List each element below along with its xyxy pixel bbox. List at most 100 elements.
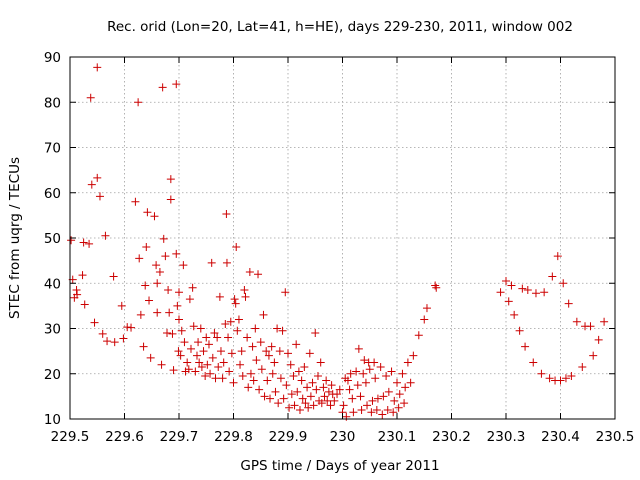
data-point [401, 383, 410, 392]
data-point [222, 210, 231, 219]
data-point [117, 301, 126, 310]
data-point [432, 283, 441, 292]
data-point [282, 381, 291, 390]
data-point [172, 80, 181, 89]
data-point [139, 342, 148, 351]
data-point [119, 334, 128, 343]
data-point [379, 392, 388, 401]
data-point [496, 288, 505, 297]
data-point [316, 358, 325, 367]
data-point [333, 390, 342, 399]
x-tick-labels: 229.5 229.6 229.7 229.8 229.9 230 230.1 230.2 23… [51, 429, 635, 445]
data-point [287, 390, 296, 399]
data-point [189, 322, 198, 331]
data-point [409, 351, 418, 360]
data-point [164, 286, 173, 295]
data-point [72, 286, 81, 295]
data-point [348, 394, 357, 403]
data-point [175, 315, 183, 324]
data-point [155, 267, 164, 276]
data-point [86, 93, 95, 102]
y-tick-label: 20 [44, 367, 61, 383]
y-tick-label: 80 [44, 95, 61, 111]
data-point [158, 83, 167, 92]
data-point [400, 399, 409, 408]
data-point [361, 378, 370, 387]
data-point [556, 376, 565, 385]
data-point [150, 212, 159, 221]
data-point [317, 399, 326, 408]
data-point [199, 347, 208, 356]
data-point [177, 326, 186, 335]
data-point [267, 342, 276, 351]
data-point [281, 288, 290, 297]
data-point [188, 283, 197, 292]
data-point [406, 378, 415, 387]
data-point [87, 180, 96, 189]
data-point [553, 252, 562, 261]
data-point [245, 267, 254, 276]
x-tick-label: 229.8 [214, 429, 253, 445]
data-point [173, 301, 182, 310]
data-point [127, 323, 136, 332]
data-point [172, 249, 181, 258]
data-point [238, 372, 247, 381]
data-point [98, 329, 107, 338]
data-point [523, 286, 532, 295]
data-point [90, 318, 99, 327]
data-point [109, 272, 118, 281]
data-point [180, 338, 189, 347]
data-point [165, 308, 174, 317]
data-point [73, 290, 82, 299]
data-point [93, 63, 102, 72]
data-point [214, 362, 223, 371]
data-point [395, 390, 404, 399]
data-point [273, 324, 282, 333]
data-point [295, 405, 304, 414]
data-point [376, 362, 385, 371]
data-point [142, 243, 151, 252]
x-tick-label: 229.6 [105, 429, 144, 445]
data-point [367, 408, 376, 417]
data-point [169, 366, 178, 375]
y-tick-label: 90 [44, 50, 61, 66]
data-point [211, 374, 220, 383]
data-point [240, 286, 249, 295]
data-point [561, 374, 570, 383]
data-point [234, 315, 243, 324]
data-point [195, 358, 204, 367]
data-point [274, 399, 283, 408]
x-tick-label: 230.4 [541, 429, 580, 445]
data-point [531, 289, 540, 298]
x-tick-label: 230.5 [596, 429, 635, 445]
data-point [345, 385, 354, 394]
data-point [159, 234, 168, 243]
x-axis-label: GPS time / Days of year 2011 [240, 458, 439, 474]
data-point [335, 385, 344, 394]
data-point [572, 317, 581, 326]
data-point [303, 383, 312, 392]
data-point [292, 340, 301, 349]
data-point [213, 333, 222, 342]
y-tick-labels: 10 20 30 40 50 60 70 80 90 [44, 50, 61, 428]
data-point [194, 338, 203, 347]
data-point [175, 288, 183, 297]
data-point [414, 331, 423, 340]
data-point [93, 173, 102, 182]
data-point [163, 329, 172, 338]
data-point [537, 369, 546, 378]
data-point [284, 349, 292, 358]
data-point [308, 378, 317, 387]
data-point [110, 338, 119, 347]
data-point [271, 387, 280, 396]
data-point [278, 326, 287, 335]
data-point [300, 362, 309, 371]
data-point [313, 372, 322, 381]
data-point [346, 369, 355, 378]
data-point [320, 392, 329, 401]
data-point [515, 326, 524, 335]
data-point [306, 392, 315, 401]
data-point [370, 358, 379, 367]
data-point [286, 360, 295, 369]
